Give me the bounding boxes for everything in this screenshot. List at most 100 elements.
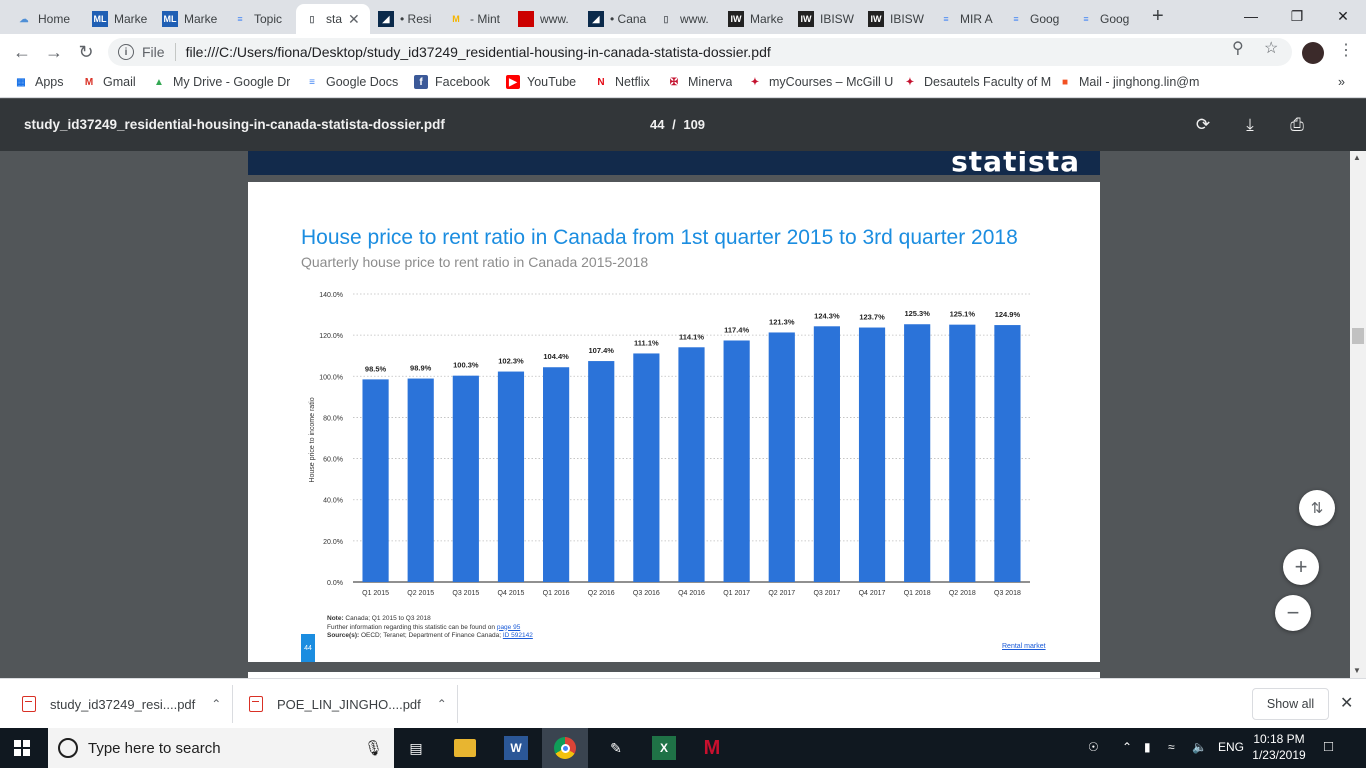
scroll-down-icon[interactable]: ▼ bbox=[1353, 666, 1361, 675]
avatar[interactable] bbox=[1302, 42, 1324, 64]
language-indicator[interactable]: ENG bbox=[1218, 740, 1245, 754]
scroll-up-icon[interactable]: ▲ bbox=[1353, 153, 1361, 162]
browser-tab[interactable]: ≡ MIR A bbox=[930, 4, 1000, 34]
facebook-icon: f bbox=[414, 75, 428, 89]
bar bbox=[768, 332, 795, 582]
browser-tab[interactable]: ML Marke bbox=[154, 4, 224, 34]
clock[interactable]: 10:18 PM 1/23/2019 bbox=[1250, 731, 1308, 763]
divider bbox=[174, 43, 176, 61]
bar bbox=[994, 325, 1021, 582]
zoom-out-icon[interactable]: − bbox=[1275, 595, 1311, 631]
url-text[interactable]: file:///C:/Users/fiona/Desktop/study_id3… bbox=[185, 44, 771, 60]
close-tab-icon[interactable]: ✕ bbox=[348, 10, 360, 27]
chrome-taskbar-item[interactable] bbox=[542, 728, 588, 768]
bookmark-item[interactable]: ✦ myCourses – McGill U bbox=[748, 75, 894, 89]
menu-icon[interactable]: ⋮ bbox=[1338, 42, 1354, 59]
chevron-up-icon[interactable]: ⌃ bbox=[436, 697, 447, 711]
bookmark-item[interactable]: ■ Mail - jinghong.lin@m bbox=[1058, 75, 1199, 89]
minimize-icon[interactable]: — bbox=[1244, 8, 1258, 24]
scrollbar[interactable] bbox=[1350, 151, 1366, 678]
bookmark-item[interactable]: ▶ YouTube bbox=[506, 75, 576, 89]
zoom-icon[interactable]: ⚲ bbox=[1232, 40, 1244, 57]
bookmark-star-icon[interactable]: ☆ bbox=[1264, 40, 1279, 57]
battery-icon[interactable]: ▮ bbox=[1144, 740, 1151, 754]
zoom-in-icon[interactable]: + bbox=[1283, 549, 1319, 585]
browser-tab[interactable]: www. bbox=[510, 4, 580, 34]
bar-chart: 0.0% 20.0% 40.0% 60.0% 80.0% 100.0% 120.0% 140.… bbox=[309, 292, 1030, 597]
further-link[interactable]: page 95 bbox=[496, 623, 521, 631]
browser-tab[interactable]: M - Mint bbox=[440, 4, 510, 34]
volume-icon[interactable]: 🔈 bbox=[1192, 740, 1207, 754]
browser-tab[interactable]: ◢ • Resi bbox=[370, 4, 440, 34]
file-explorer-icon[interactable] bbox=[454, 739, 476, 757]
back-icon[interactable]: ← bbox=[13, 41, 31, 62]
microphone-icon[interactable]: 🎙 bbox=[364, 740, 384, 757]
bookmark-item[interactable]: ▦ Apps bbox=[14, 75, 63, 89]
chevron-up-icon[interactable]: ⌃ bbox=[211, 697, 222, 711]
fit-to-page-icon[interactable]: ⇅ bbox=[1299, 490, 1335, 526]
microsoft-icon: ■ bbox=[1061, 76, 1069, 88]
task-view-icon[interactable]: ▤ bbox=[409, 739, 423, 756]
windows-start-icon[interactable] bbox=[14, 740, 30, 756]
bookmark-item[interactable]: M Gmail bbox=[82, 75, 136, 89]
page-current[interactable]: 44 bbox=[650, 117, 665, 132]
bookmark-label: Gmail bbox=[103, 75, 136, 89]
x-tick-label: Q1 2017 bbox=[723, 590, 750, 597]
tab-label: Goog bbox=[1100, 12, 1130, 26]
notifications-icon[interactable]: □ bbox=[1324, 738, 1334, 755]
pdf-toolbar: study_id37249_residential-housing-in-can… bbox=[0, 99, 1366, 151]
mcafee-icon[interactable]: M bbox=[703, 736, 721, 759]
browser-tab[interactable]: ≡ Goog bbox=[1070, 4, 1140, 34]
browser-tab[interactable]: ◢ • Cana bbox=[580, 4, 650, 34]
bookmark-item[interactable]: ✦ Desautels Faculty of M bbox=[903, 75, 1051, 89]
close-window-icon[interactable]: ✕ bbox=[1337, 7, 1349, 24]
download-icon[interactable]: ⤓ bbox=[1246, 115, 1254, 134]
browser-tab[interactable]: ≡ Topic bbox=[224, 4, 296, 34]
reload-icon[interactable]: ↻ bbox=[78, 41, 94, 62]
taskbar-search[interactable]: Type here to search 🎙 bbox=[48, 728, 394, 768]
chrome-icon bbox=[554, 737, 576, 759]
bar bbox=[362, 379, 389, 582]
bookmark-item[interactable]: ▲ My Drive - Google Dr bbox=[152, 75, 290, 89]
browser-tab[interactable]: ML Marke bbox=[84, 4, 154, 34]
bookmark-item[interactable]: ✠ Minerva bbox=[667, 75, 733, 89]
forward-icon[interactable]: → bbox=[45, 41, 63, 62]
download-item[interactable]: study_id37249_resi....pdf ⌃ bbox=[22, 679, 221, 729]
show-all-button[interactable]: Show all bbox=[1252, 688, 1329, 720]
browser-tab[interactable]: ☁ Home bbox=[8, 4, 84, 34]
tab-label: - Mint bbox=[470, 12, 500, 26]
people-icon[interactable]: ☉ bbox=[1088, 740, 1099, 754]
browser-tab[interactable]: ≡ Goog bbox=[1000, 4, 1070, 34]
new-tab-button[interactable]: + bbox=[1152, 5, 1164, 27]
rotate-icon[interactable]: ⟳ bbox=[1195, 115, 1211, 134]
bar bbox=[949, 324, 976, 582]
browser-tab[interactable]: IW IBISW bbox=[790, 4, 860, 34]
more-bookmarks-icon[interactable]: » bbox=[1338, 75, 1345, 89]
scroll-thumb[interactable] bbox=[1352, 328, 1364, 344]
info-icon[interactable]: i bbox=[118, 44, 134, 60]
pdf-viewport[interactable]: statista House price to rent ratio in Ca… bbox=[0, 151, 1350, 678]
chevron-up-icon[interactable]: ⌃ bbox=[1122, 740, 1133, 754]
bookmark-item[interactable]: f Facebook bbox=[414, 75, 490, 89]
tab-label: IBISW bbox=[890, 12, 925, 26]
word-icon[interactable]: W bbox=[504, 736, 528, 760]
browser-tab[interactable]: ▯ sta ✕ bbox=[296, 4, 370, 34]
y-tick-label: 60.0% bbox=[323, 457, 343, 464]
section-link[interactable]: Rental market bbox=[1002, 643, 1046, 650]
print-icon[interactable]: ⎙ bbox=[1290, 115, 1304, 134]
downloads-bar: study_id37249_resi....pdf ⌃ POE_LIN_JING… bbox=[0, 678, 1366, 728]
close-icon[interactable]: ✕ bbox=[1340, 695, 1354, 712]
download-item[interactable]: POE_LIN_JINGHO....pdf ⌃ bbox=[249, 679, 447, 729]
bookmark-item[interactable]: ≡ Google Docs bbox=[305, 75, 398, 89]
source-link[interactable]: ID 592142 bbox=[502, 632, 533, 639]
address-bar[interactable]: i File file:///C:/Users/fiona/Desktop/st… bbox=[108, 38, 1292, 66]
browser-tab[interactable]: IW IBISW bbox=[860, 4, 930, 34]
notes-icon[interactable]: ✎ bbox=[610, 739, 622, 756]
restore-icon[interactable]: ❐ bbox=[1290, 7, 1304, 24]
browser-tab[interactable]: IW Marke bbox=[720, 4, 790, 34]
clock-time: 10:18 PM bbox=[1253, 732, 1305, 746]
bookmark-item[interactable]: N Netflix bbox=[594, 75, 649, 89]
wifi-icon[interactable]: ≈ bbox=[1168, 740, 1175, 754]
excel-icon[interactable]: X bbox=[652, 736, 676, 760]
browser-tab[interactable]: ▯ www. bbox=[650, 4, 720, 34]
